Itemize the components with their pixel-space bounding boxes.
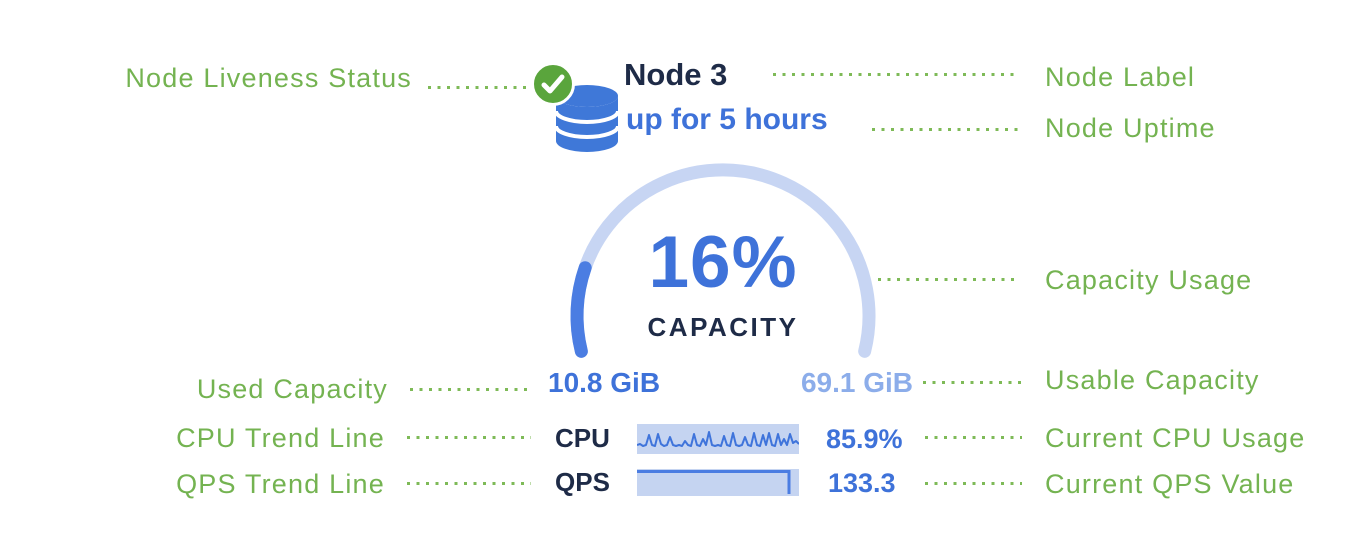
cpu-label: CPU bbox=[555, 423, 610, 453]
usable-capacity-value: 69.1 GiB bbox=[800, 367, 913, 398]
annotation-node-liveness-status: Node Liveness Status bbox=[125, 63, 412, 93]
capacity-usage-percent: 16% bbox=[648, 222, 798, 303]
node-uptime: up for 5 hours bbox=[626, 103, 828, 136]
cpu-current-value: 85.9% bbox=[826, 424, 903, 454]
capacity-values-row: 10.8 GiB 69.1 GiB bbox=[548, 367, 913, 399]
node-name: Node 3 bbox=[624, 57, 728, 92]
leader-line-current-cpu bbox=[925, 436, 1022, 439]
leader-line-cpu-trend bbox=[407, 436, 531, 439]
leader-line-capacity-usage bbox=[878, 278, 1020, 281]
annotation-usable-capacity: Usable Capacity bbox=[1045, 365, 1260, 395]
annotation-qps-trend-line: QPS Trend Line bbox=[176, 469, 385, 499]
annotation-capacity-usage: Capacity Usage bbox=[1045, 265, 1253, 295]
leader-line-node-uptime bbox=[872, 128, 1020, 131]
annotation-node-label: Node Label bbox=[1045, 62, 1196, 92]
qps-label: QPS bbox=[555, 467, 610, 497]
capacity-caption: CAPACITY bbox=[647, 312, 799, 342]
annotation-node-uptime: Node Uptime bbox=[1045, 113, 1216, 143]
annotation-current-cpu-usage: Current CPU Usage bbox=[1045, 423, 1306, 453]
annotation-current-qps-value: Current QPS Value bbox=[1045, 469, 1295, 499]
leader-line-current-qps bbox=[925, 482, 1022, 485]
annotation-used-capacity: Used Capacity bbox=[196, 374, 388, 404]
leader-line-used-capacity bbox=[410, 388, 532, 391]
leader-line-node-label bbox=[773, 73, 1020, 76]
capacity-gauge-fill bbox=[570, 163, 876, 358]
liveness-check-icon bbox=[531, 62, 575, 106]
leader-line-usable-capacity bbox=[923, 381, 1021, 384]
capacity-gauge bbox=[570, 163, 876, 358]
annotation-cpu-trend-line: CPU Trend Line bbox=[176, 423, 385, 453]
used-capacity-value: 10.8 GiB bbox=[548, 367, 661, 398]
node-status-card[interactable]: Node 3 up for 5 hours 16% CAPACITY 10.8 … bbox=[520, 55, 920, 505]
qps-sparkline bbox=[637, 469, 799, 501]
qps-current-value: 133.3 bbox=[828, 468, 896, 498]
leader-line-qps-trend bbox=[407, 482, 531, 485]
cpu-sparkline bbox=[636, 424, 800, 459]
leader-line-liveness bbox=[428, 86, 526, 89]
database-icon bbox=[553, 83, 621, 160]
